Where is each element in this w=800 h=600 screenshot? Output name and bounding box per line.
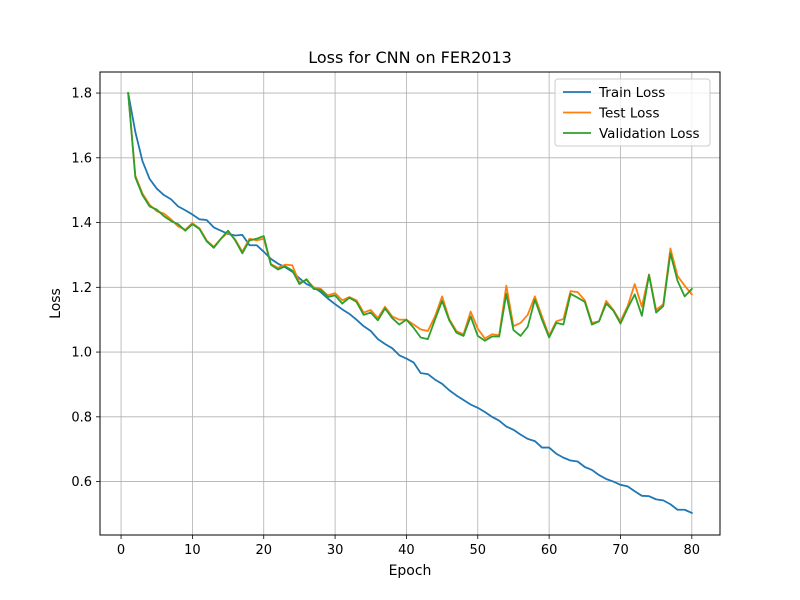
x-tick-label: 40 — [398, 543, 415, 558]
x-tick-label: 10 — [184, 543, 201, 558]
x-tick-label: 60 — [541, 543, 558, 558]
series-lines — [127, 92, 694, 515]
y-axis-label: Loss — [48, 288, 64, 319]
grid — [100, 72, 720, 535]
x-tick-label: 20 — [255, 543, 272, 558]
x-axis-label: Epoch — [389, 563, 432, 579]
x-tick-label: 0 — [117, 543, 125, 558]
x-tick-label: 70 — [612, 543, 629, 558]
x-tick-label: 80 — [684, 543, 701, 558]
y-tick-label: 1.6 — [71, 151, 92, 166]
y-tick-label: 1.8 — [71, 87, 92, 102]
legend-box — [554, 78, 711, 147]
y-tick-label: 1.0 — [71, 346, 92, 361]
y-tick-label: 1.4 — [71, 216, 92, 231]
y-tick-label: 0.8 — [71, 410, 92, 425]
x-axis-ticks: 0 10 20 30 40 50 60 70 80 — [117, 535, 700, 558]
x-tick-label: 30 — [327, 543, 344, 558]
x-tick-label: 50 — [470, 543, 487, 558]
y-axis-ticks: 0.6 0.8 1.0 1.2 1.4 1.6 1.8 — [71, 87, 100, 490]
y-tick-label: 0.6 — [71, 475, 92, 490]
legend: Train Loss Test Loss Validation Loss — [554, 78, 711, 147]
plot-frame — [99, 71, 721, 536]
legend-label-train-loss: Train Loss — [598, 85, 665, 101]
series-line-train-loss — [127, 92, 694, 515]
legend-label-test-loss: Test Loss — [598, 106, 660, 122]
y-tick-label: 1.2 — [71, 281, 92, 296]
series-line-validation-loss — [127, 92, 694, 342]
chart-title: Loss for CNN on FER2013 — [308, 48, 512, 67]
legend-label-validation-loss: Validation Loss — [599, 126, 700, 142]
